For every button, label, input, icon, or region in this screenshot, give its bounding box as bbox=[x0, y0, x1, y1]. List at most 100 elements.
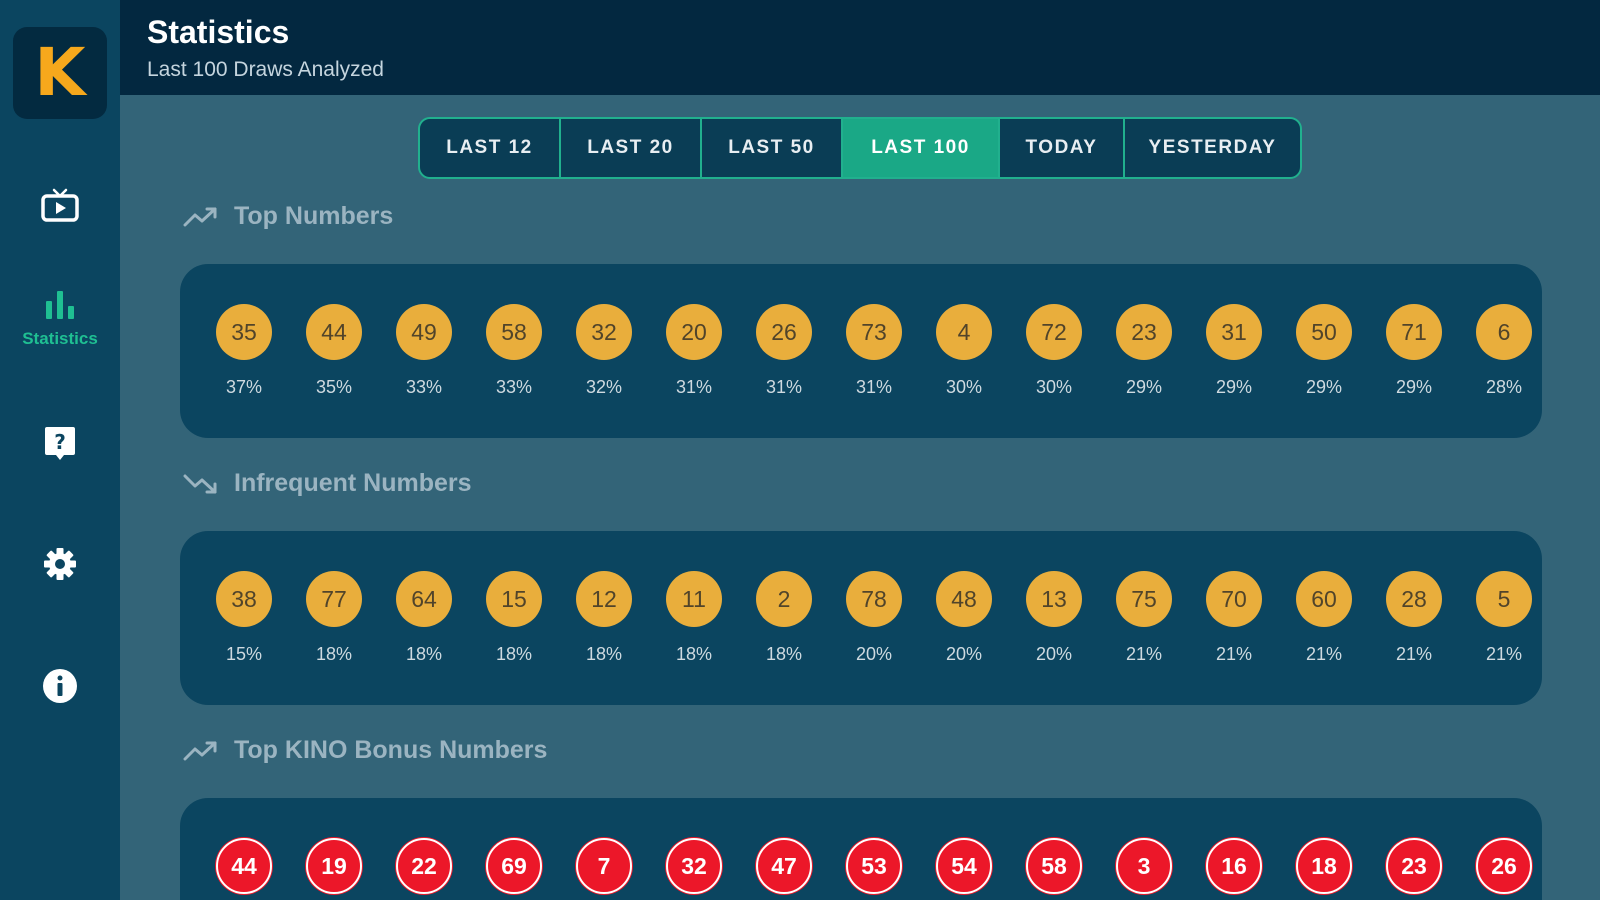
page-subtitle: Last 100 Draws Analyzed bbox=[147, 58, 384, 81]
number-ball-item: 71 29% bbox=[1374, 304, 1454, 398]
number-ball-item: 69 bbox=[474, 838, 554, 894]
sidebar-item-live-tv[interactable] bbox=[0, 188, 120, 232]
number-ball: 48 bbox=[936, 571, 992, 627]
number-ball-item: 32 bbox=[654, 838, 734, 894]
number-ball: 19 bbox=[306, 838, 362, 894]
number-frequency: 29% bbox=[1305, 377, 1343, 397]
number-ball-item: 49 33% bbox=[384, 304, 464, 398]
number-ball: 50 bbox=[1296, 304, 1352, 360]
tab-last-20[interactable]: LAST 20 bbox=[561, 119, 702, 177]
number-ball: 64 bbox=[396, 571, 452, 627]
number-ball-item: 20 31% bbox=[654, 304, 734, 398]
number-ball-item: 48 20% bbox=[924, 571, 1004, 665]
number-ball-item: 54 bbox=[924, 838, 1004, 894]
section-title-text: Infrequent Numbers bbox=[234, 469, 472, 497]
number-ball: 38 bbox=[216, 571, 272, 627]
number-ball: 13 bbox=[1026, 571, 1082, 627]
number-ball: 22 bbox=[396, 838, 452, 894]
number-ball: 58 bbox=[486, 304, 542, 360]
number-ball-item: 6 28% bbox=[1464, 304, 1544, 398]
number-ball: 20 bbox=[666, 304, 722, 360]
number-ball: 7 bbox=[576, 838, 632, 894]
number-ball: 32 bbox=[576, 304, 632, 360]
sidebar-item-help[interactable]: ? bbox=[0, 425, 120, 471]
number-frequency: 18% bbox=[495, 644, 533, 664]
number-ball: 49 bbox=[396, 304, 452, 360]
gear-icon bbox=[44, 548, 76, 580]
number-frequency: 21% bbox=[1125, 644, 1163, 664]
number-frequency: 29% bbox=[1215, 377, 1253, 397]
number-ball-item: 47 bbox=[744, 838, 824, 894]
number-ball-item: 72 30% bbox=[1014, 304, 1094, 398]
tab-last-50[interactable]: LAST 50 bbox=[702, 119, 843, 177]
number-frequency: 30% bbox=[1035, 377, 1073, 397]
tab-yesterday[interactable]: YESTERDAY bbox=[1148, 137, 1277, 158]
number-frequency: 21% bbox=[1395, 644, 1433, 664]
number-ball-item: 78 20% bbox=[834, 571, 914, 665]
number-ball-item: 2 18% bbox=[744, 571, 824, 665]
number-frequency: 37% bbox=[225, 377, 263, 397]
number-frequency: 20% bbox=[855, 644, 893, 664]
number-frequency: 18% bbox=[675, 644, 713, 664]
number-ball-item: 50 29% bbox=[1284, 304, 1364, 398]
number-frequency: 15% bbox=[225, 644, 263, 664]
sidebar-item-info[interactable] bbox=[0, 668, 120, 712]
sidebar-item-statistics[interactable]: Statistics bbox=[0, 289, 120, 349]
tab-today[interactable]: TODAY bbox=[1000, 119, 1125, 177]
number-ball-item: 60 21% bbox=[1284, 571, 1364, 665]
logo-letter: K bbox=[34, 34, 86, 111]
number-ball-item: 16 bbox=[1194, 838, 1274, 894]
number-ball: 77 bbox=[306, 571, 362, 627]
help-icon: ? bbox=[45, 427, 75, 460]
number-frequency: 33% bbox=[495, 377, 533, 397]
number-ball: 44 bbox=[306, 304, 362, 360]
number-ball: 26 bbox=[1476, 838, 1532, 894]
number-ball: 72 bbox=[1026, 304, 1082, 360]
number-frequency: 18% bbox=[765, 644, 803, 664]
trending-up-icon bbox=[183, 207, 217, 226]
section-title-top-numbers: Top Numbers bbox=[183, 202, 393, 231]
section-title-text: Top KINO Bonus Numbers bbox=[234, 736, 548, 764]
tab-last-12[interactable]: LAST 12 bbox=[420, 119, 561, 177]
number-ball: 71 bbox=[1386, 304, 1442, 360]
number-ball: 54 bbox=[936, 838, 992, 894]
number-ball: 75 bbox=[1116, 571, 1172, 627]
app-logo[interactable]: K bbox=[13, 27, 107, 119]
number-ball-item: 32 32% bbox=[564, 304, 644, 398]
number-ball-item: 58 bbox=[1014, 838, 1094, 894]
number-ball-item: 70 21% bbox=[1194, 571, 1274, 665]
number-frequency: 20% bbox=[945, 644, 983, 664]
info-icon bbox=[43, 669, 77, 703]
number-ball-item: 11 18% bbox=[654, 571, 734, 665]
number-ball-item: 4 30% bbox=[924, 304, 1004, 398]
number-ball-item: 44 bbox=[204, 838, 284, 894]
number-ball: 69 bbox=[486, 838, 542, 894]
tab-last-100[interactable]: LAST 100 bbox=[843, 119, 1000, 177]
sidebar-item-settings[interactable] bbox=[0, 546, 120, 590]
section-title-text: Top Numbers bbox=[234, 202, 394, 230]
panel-infrequent-numbers: 38 15% 77 18% 64 18% 15 18% 12 18% 11 18% 2 18% 78 20% 4… bbox=[180, 531, 1542, 705]
number-ball-item: 7 bbox=[564, 838, 644, 894]
number-frequency: 18% bbox=[585, 644, 623, 664]
number-ball: 70 bbox=[1206, 571, 1262, 627]
number-ball-item: 73 31% bbox=[834, 304, 914, 398]
number-ball-item: 31 29% bbox=[1194, 304, 1274, 398]
number-ball-item: 18 bbox=[1284, 838, 1364, 894]
svg-text:?: ? bbox=[54, 430, 66, 454]
number-ball: 58 bbox=[1026, 838, 1082, 894]
panel-bonus-numbers: 44 19 22 69 7 32 47 53 54 58 3 16 18 23 26 bbox=[180, 798, 1542, 900]
panel-top-numbers: 35 37% 44 35% 49 33% 58 33% 32 32% 20 31% 26 31% 73 31%… bbox=[180, 264, 1542, 438]
number-ball-item: 12 18% bbox=[564, 571, 644, 665]
number-frequency: 31% bbox=[675, 377, 713, 397]
number-ball: 2 bbox=[756, 571, 812, 627]
number-ball: 26 bbox=[756, 304, 812, 360]
sidebar: K Statistics ? bbox=[0, 0, 120, 900]
number-ball-item: 44 35% bbox=[294, 304, 374, 398]
number-ball-item: 35 37% bbox=[204, 304, 284, 398]
number-ball-item: 5 21% bbox=[1464, 571, 1544, 665]
number-ball: 6 bbox=[1476, 304, 1532, 360]
number-ball: 3 bbox=[1116, 838, 1172, 894]
number-frequency: 29% bbox=[1395, 377, 1433, 397]
number-frequency: 32% bbox=[585, 377, 623, 397]
number-ball-item: 23 29% bbox=[1104, 304, 1184, 398]
